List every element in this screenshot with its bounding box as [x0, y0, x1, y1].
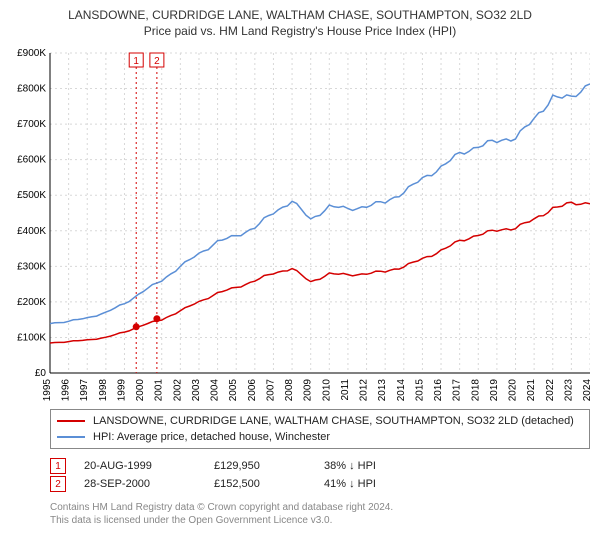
svg-text:£600K: £600K — [17, 155, 46, 166]
legend-swatch — [57, 436, 85, 438]
svg-text:£0: £0 — [35, 368, 47, 379]
chart-area: £0 £100K £200K £300K £400K £500K £600K £700K £80… — [10, 43, 590, 403]
svg-text:2017: 2017 — [452, 379, 463, 402]
svg-text:2014: 2014 — [396, 379, 407, 402]
svg-text:2021: 2021 — [526, 379, 537, 402]
svg-text:2006: 2006 — [247, 379, 258, 402]
svg-text:2010: 2010 — [321, 379, 332, 402]
svg-text:£100K: £100K — [17, 333, 46, 344]
svg-text:2019: 2019 — [489, 379, 500, 402]
svg-text:2003: 2003 — [191, 379, 202, 402]
legend-item: HPI: Average price, detached house, Winc… — [57, 429, 583, 445]
svg-text:2015: 2015 — [414, 379, 425, 402]
svg-text:2007: 2007 — [265, 379, 276, 402]
line-chart: £0 £100K £200K £300K £400K £500K £600K £700K £80… — [10, 43, 590, 403]
title-line-2: Price paid vs. HM Land Registry's House … — [10, 24, 590, 40]
svg-text:2022: 2022 — [545, 379, 556, 402]
legend-swatch — [57, 420, 85, 422]
events-table: 1 20-AUG-1999£129,95038% ↓ HPI 2 28-SEP-200… — [50, 457, 590, 493]
svg-text:£200K: £200K — [17, 297, 46, 308]
event-pct: 38% ↓ HPI — [324, 460, 434, 472]
svg-text:2002: 2002 — [172, 379, 183, 402]
chart-titles: LANSDOWNE, CURDRIDGE LANE, WALTHAM CHASE… — [10, 8, 590, 39]
svg-text:2009: 2009 — [303, 379, 314, 402]
svg-text:2004: 2004 — [210, 379, 221, 402]
svg-text:2024: 2024 — [582, 379, 590, 402]
svg-text:2: 2 — [154, 56, 160, 67]
event-row: 1 20-AUG-1999£129,95038% ↓ HPI — [50, 457, 590, 475]
svg-text:2016: 2016 — [433, 379, 444, 402]
footer-line-1: Contains HM Land Registry data © Crown c… — [50, 501, 590, 514]
legend: LANSDOWNE, CURDRIDGE LANE, WALTHAM CHASE… — [50, 409, 590, 449]
svg-text:£800K: £800K — [17, 84, 46, 95]
event-date: 28-SEP-2000 — [84, 478, 214, 490]
svg-text:1996: 1996 — [61, 379, 72, 402]
svg-text:1997: 1997 — [79, 379, 90, 402]
legend-label: LANSDOWNE, CURDRIDGE LANE, WALTHAM CHASE… — [93, 415, 574, 427]
svg-text:£500K: £500K — [17, 190, 46, 201]
event-pct: 41% ↓ HPI — [324, 478, 434, 490]
svg-text:1998: 1998 — [98, 379, 109, 402]
event-row: 2 28-SEP-2000£152,50041% ↓ HPI — [50, 475, 590, 493]
footer-line-2: This data is licensed under the Open Gov… — [50, 514, 590, 527]
svg-text:2018: 2018 — [470, 379, 481, 402]
svg-text:£700K: £700K — [17, 119, 46, 130]
legend-label: HPI: Average price, detached house, Winc… — [93, 431, 330, 443]
legend-item: LANSDOWNE, CURDRIDGE LANE, WALTHAM CHASE… — [57, 413, 583, 429]
event-price: £152,500 — [214, 478, 324, 490]
svg-text:1: 1 — [133, 56, 139, 67]
svg-text:£400K: £400K — [17, 226, 46, 237]
svg-text:2001: 2001 — [154, 379, 165, 402]
svg-text:£900K: £900K — [17, 48, 46, 59]
title-line-1: LANSDOWNE, CURDRIDGE LANE, WALTHAM CHASE… — [10, 8, 590, 24]
footer-attribution: Contains HM Land Registry data © Crown c… — [50, 501, 590, 527]
svg-text:1999: 1999 — [116, 379, 127, 402]
svg-text:2008: 2008 — [284, 379, 295, 402]
event-badge: 1 — [50, 458, 66, 474]
svg-text:1995: 1995 — [42, 379, 53, 402]
event-badge: 2 — [50, 476, 66, 492]
svg-text:2011: 2011 — [340, 379, 351, 401]
svg-text:2000: 2000 — [135, 379, 146, 402]
svg-text:£300K: £300K — [17, 262, 46, 273]
svg-text:2023: 2023 — [563, 379, 574, 402]
event-price: £129,950 — [214, 460, 324, 472]
svg-text:2005: 2005 — [228, 379, 239, 402]
svg-text:2013: 2013 — [377, 379, 388, 402]
svg-text:2012: 2012 — [359, 379, 370, 402]
event-date: 20-AUG-1999 — [84, 460, 214, 472]
svg-text:2020: 2020 — [508, 379, 519, 402]
